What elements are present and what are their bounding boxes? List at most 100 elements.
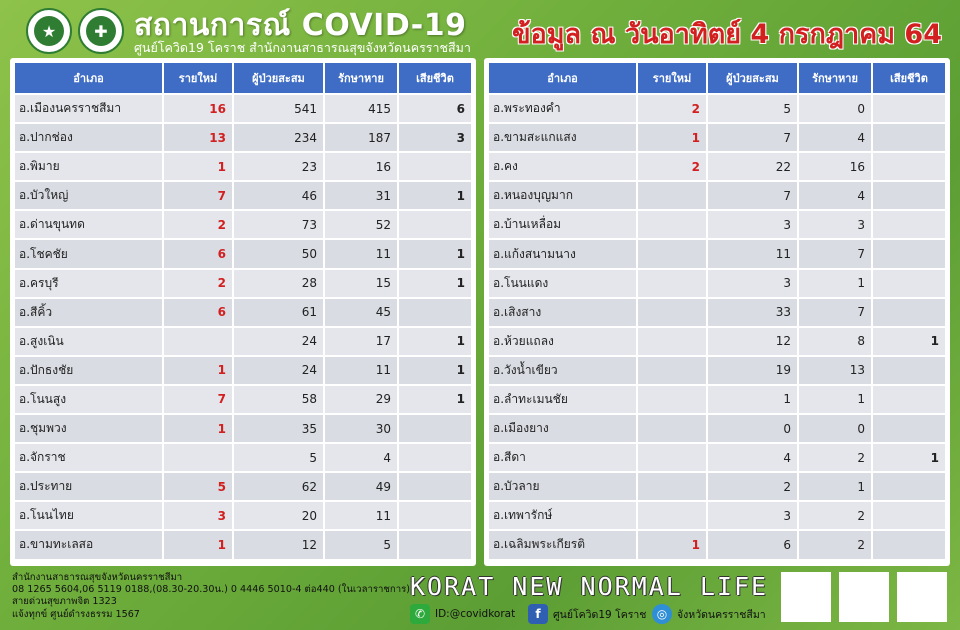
col-district: อำเภอ <box>15 63 162 93</box>
line-contact[interactable]: ✆ ID:@covidkorat <box>410 604 515 624</box>
cumulative-cases: 12 <box>708 327 797 355</box>
new-cases: 3 <box>164 502 232 530</box>
new-cases <box>164 327 232 355</box>
recovered-cases: 4 <box>325 444 397 472</box>
new-cases <box>638 385 706 414</box>
ministry-of-public-health-logo: ✚ <box>78 8 124 54</box>
cumulative-cases: 7 <box>708 182 797 210</box>
new-cases <box>638 415 706 443</box>
cumulative-cases: 5 <box>234 444 323 472</box>
death-count: 1 <box>873 327 945 355</box>
cumulative-cases: 3 <box>708 502 797 530</box>
cumulative-cases: 28 <box>234 269 323 297</box>
cumulative-cases: 35 <box>234 415 323 443</box>
cumulative-cases: 33 <box>708 298 797 326</box>
qr-code[interactable] <box>897 572 947 622</box>
district-name: อ.สูงเนิน <box>15 327 162 355</box>
district-name: อ.ปากช่อง <box>15 124 162 152</box>
death-count: 1 <box>873 444 945 472</box>
district-name: อ.บัวลาย <box>489 473 636 501</box>
cumulative-cases: 541 <box>234 95 323 123</box>
cumulative-cases: 22 <box>708 153 797 181</box>
district-name: อ.บัวใหญ่ <box>15 182 162 210</box>
recovered-cases: 7 <box>799 240 871 268</box>
recovered-cases: 187 <box>325 124 397 152</box>
col-treating: รักษาหาย <box>799 63 871 93</box>
new-cases: 5 <box>164 473 232 501</box>
district-name: อ.ขามทะเลสอ <box>15 531 162 559</box>
cumulative-cases: 24 <box>234 327 323 355</box>
death-count <box>873 269 945 297</box>
qr-code[interactable] <box>839 572 889 622</box>
recovered-cases: 16 <box>799 153 871 181</box>
cumulative-cases: 4 <box>708 444 797 472</box>
new-cases: 1 <box>164 356 232 384</box>
district-name: อ.โนนแดง <box>489 269 636 297</box>
table-row: อ.ชุมพวง 1 35 30 <box>15 415 471 443</box>
col-treating: รักษาหาย <box>325 63 397 93</box>
contact-line: 08 1265 5604,06 5119 0188,(08.30-20.30น.… <box>12 584 410 596</box>
district-name: อ.จักราช <box>15 444 162 472</box>
cumulative-cases: 73 <box>234 211 323 239</box>
website-contact[interactable]: ◎ จังหวัดนครราชสีมา <box>652 604 766 624</box>
recovered-cases: 4 <box>799 124 871 152</box>
district-name: อ.บ้านเหลื่อม <box>489 211 636 239</box>
qr-code[interactable] <box>781 572 831 622</box>
col-deaths: เสียชีวิต <box>399 63 471 93</box>
district-name: อ.ชุมพวง <box>15 415 162 443</box>
new-cases <box>164 444 232 472</box>
new-cases: 1 <box>164 415 232 443</box>
line-id: ID:@covidkorat <box>435 608 516 620</box>
new-cases: 1 <box>164 153 232 181</box>
district-name: อ.เสิงสาง <box>489 298 636 326</box>
cumulative-cases: 12 <box>234 531 323 559</box>
district-name: อ.เมืองยาง <box>489 415 636 443</box>
cumulative-cases: 234 <box>234 124 323 152</box>
cumulative-cases: 23 <box>234 153 323 181</box>
death-count: 1 <box>399 385 471 414</box>
table-row: อ.หนองบุญมาก 7 4 <box>489 182 945 210</box>
recovered-cases: 11 <box>325 502 397 530</box>
table-row: อ.เมืองนครราชสีมา 16 541 415 6 <box>15 95 471 123</box>
facebook-contact[interactable]: f ศูนย์โควิด19 โคราช <box>528 604 646 624</box>
table-row: อ.ลำทะเมนชัย 1 1 <box>489 385 945 414</box>
district-name: อ.เฉลิมพระเกียรติ <box>489 531 636 559</box>
table-row: อ.สีคิ้ว 6 61 45 <box>15 298 471 326</box>
cumulative-cases: 46 <box>234 182 323 210</box>
cumulative-cases: 3 <box>708 211 797 239</box>
death-count <box>399 531 471 559</box>
death-count <box>399 211 471 239</box>
table-row: อ.พระทองคำ 2 5 0 <box>489 95 945 123</box>
table-row: อ.สีดา 4 2 1 <box>489 444 945 472</box>
new-cases <box>638 473 706 501</box>
cumulative-cases: 6 <box>708 531 797 559</box>
table-header-row: อำเภอ รายใหม่ ผู้ป่วยสะสม รักษาหาย เสียช… <box>489 63 945 93</box>
cumulative-cases: 24 <box>234 356 323 384</box>
death-count <box>873 211 945 239</box>
col-cumulative: ผู้ป่วยสะสม <box>708 63 797 93</box>
cumulative-cases: 19 <box>708 356 797 384</box>
district-name: อ.วังน้ำเขียว <box>489 356 636 384</box>
new-cases: 2 <box>638 153 706 181</box>
district-name: อ.ห้วยแถลง <box>489 327 636 355</box>
table-row: อ.คง 2 22 16 <box>489 153 945 181</box>
recovered-cases: 52 <box>325 211 397 239</box>
district-name: อ.แก้งสนามนาง <box>489 240 636 268</box>
district-name: อ.ประทาย <box>15 473 162 501</box>
death-count <box>399 502 471 530</box>
recovered-cases: 13 <box>799 356 871 384</box>
new-cases: 7 <box>164 182 232 210</box>
district-name: อ.ครบุรี <box>15 269 162 297</box>
death-count: 3 <box>399 124 471 152</box>
table-row: อ.เสิงสาง 33 7 <box>489 298 945 326</box>
col-district: อำเภอ <box>489 63 636 93</box>
new-cases: 2 <box>164 211 232 239</box>
header: ★ ✚ สถานการณ์ COVID-19 ศูนย์โควิด19 โครา… <box>0 0 960 60</box>
table-row: อ.เฉลิมพระเกียรติ 1 6 2 <box>489 531 945 559</box>
page-title: สถานการณ์ COVID-19 <box>134 8 467 43</box>
report-date: ข้อมูล ณ วันอาทิตย์ 4 กรกฎาคม 64 <box>512 19 942 50</box>
recovered-cases: 31 <box>325 182 397 210</box>
col-cumulative: ผู้ป่วยสะสม <box>234 63 323 93</box>
district-name: อ.พระทองคำ <box>489 95 636 123</box>
cumulative-cases: 11 <box>708 240 797 268</box>
